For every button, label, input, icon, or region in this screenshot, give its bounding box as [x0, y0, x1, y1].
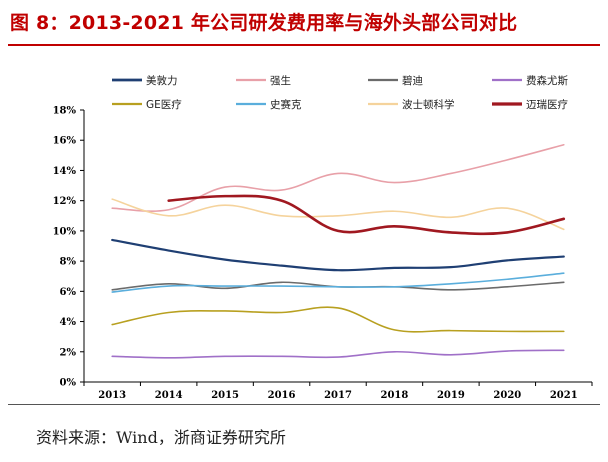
series-line-5 [111, 306, 565, 333]
legend-label: GE医疗 [146, 98, 182, 111]
source-note: 资料来源：Wind，浙商证券研究所 [36, 428, 286, 447]
chart-axes: 0% 2% 4% 6% 8% 10% 12% 14% 16% 18% 2013 2014 2015 201… [53, 106, 593, 400]
x-tick-label: 2014 [155, 390, 183, 400]
y-tick-label: 6% [60, 287, 77, 298]
legend-label: 强生 [270, 74, 291, 87]
page-title: 图 8：2013-2021 年公司研发费用率与海外头部公司对比 [10, 12, 518, 34]
y-tick-label: 10% [53, 226, 77, 237]
legend-label: 波士顿科学 [402, 98, 455, 111]
y-tick-label: 14% [53, 166, 77, 177]
x-tick-label: 2015 [211, 390, 239, 400]
y-tick-label: 4% [60, 317, 77, 328]
y-tick-label: 8% [60, 257, 77, 268]
y-tick-label: 18% [53, 106, 77, 117]
y-tick-label: 0% [60, 378, 77, 389]
chart-legend: 美敦力 强生 碧迪 费森尤斯 GE医疗 史赛克 波士顿科学 迈瑞医疗 [112, 74, 568, 111]
series-line-7 [111, 198, 565, 231]
chart-series [111, 143, 566, 359]
legend-label: 费森尤斯 [526, 74, 568, 87]
x-tick-label: 2016 [268, 390, 296, 400]
x-tick-label: 2017 [324, 390, 352, 400]
legend-label: 迈瑞医疗 [526, 98, 568, 111]
legend-label: 史赛克 [270, 98, 302, 111]
y-tick-label: 2% [60, 347, 77, 358]
x-tick-label: 2018 [381, 390, 409, 400]
legend-label: 美敦力 [146, 74, 178, 87]
x-tick-label: 2020 [493, 390, 521, 400]
footer-divider [8, 404, 600, 405]
y-tick-label: 16% [53, 136, 77, 147]
y-tick-label: 12% [53, 196, 77, 207]
series-line-4 [111, 349, 565, 359]
series-line-1 [111, 238, 565, 272]
series-line-2 [111, 143, 565, 212]
title-divider [8, 44, 600, 46]
legend-label: 碧迪 [402, 75, 423, 87]
series-line-6 [111, 272, 565, 293]
series-line-8 [167, 194, 566, 236]
x-tick-label: 2021 [550, 390, 578, 400]
x-tick-label: 2013 [98, 390, 126, 400]
x-tick-label: 2019 [437, 390, 465, 400]
line-chart: 美敦力 强生 碧迪 费森尤斯 GE医疗 史赛克 波士顿科学 迈瑞医疗 0% 2% 4% 6% 8% 10… [53, 74, 593, 400]
